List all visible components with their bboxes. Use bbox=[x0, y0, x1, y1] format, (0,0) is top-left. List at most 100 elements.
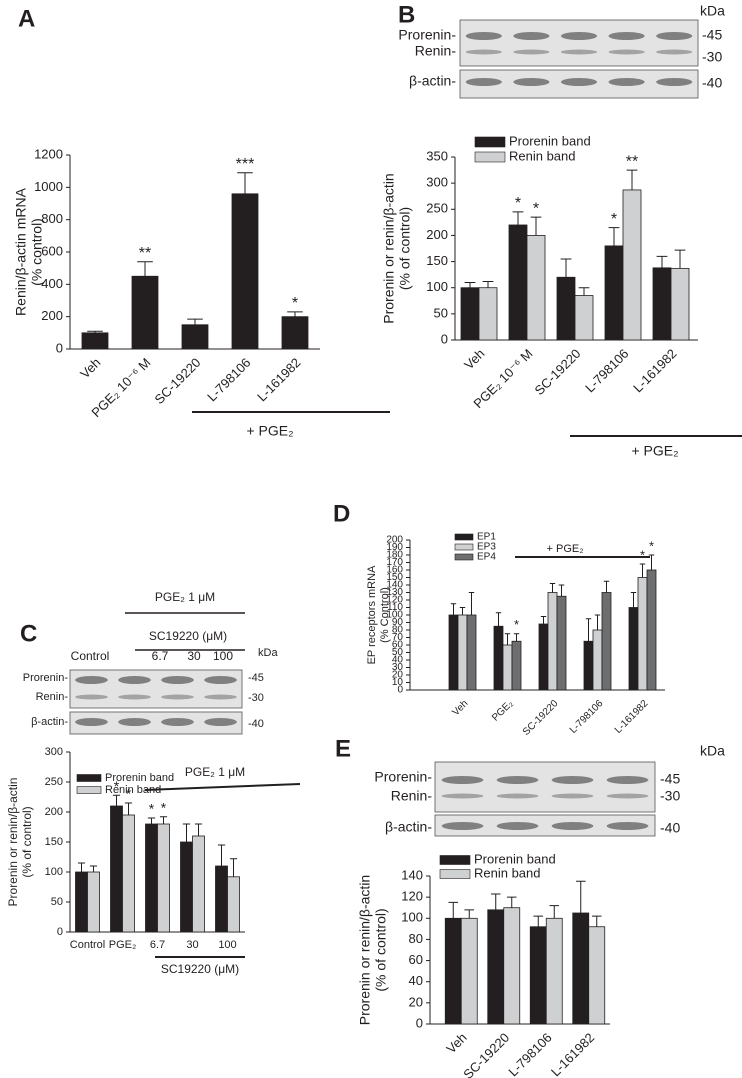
significance-label: * bbox=[514, 617, 519, 632]
bar bbox=[508, 224, 528, 341]
bar bbox=[502, 644, 513, 691]
blot-band bbox=[513, 78, 550, 86]
blot-header: SC19220 (μM) bbox=[149, 629, 227, 643]
blot-row-label: Prorenin- bbox=[398, 27, 456, 43]
significance-label: * bbox=[611, 211, 617, 228]
error-bar bbox=[560, 258, 572, 278]
error-bar bbox=[575, 880, 586, 913]
y-tick-label: 0 bbox=[397, 685, 403, 696]
error-bar bbox=[229, 858, 238, 877]
kda-marker: -40 bbox=[660, 820, 680, 836]
blot-band bbox=[441, 776, 484, 784]
panel-letter: C bbox=[20, 620, 37, 647]
y-tick-label: 600 bbox=[41, 243, 63, 258]
y-tick-label: 30 bbox=[392, 662, 404, 673]
bar bbox=[444, 917, 462, 1025]
y-tick-label: 50 bbox=[392, 647, 404, 658]
legend-label: Renin band bbox=[474, 865, 541, 880]
lane-label: 30 bbox=[187, 649, 201, 663]
bar bbox=[547, 592, 558, 691]
error-bar bbox=[585, 618, 592, 642]
blot-band bbox=[161, 676, 194, 684]
blot-band bbox=[204, 676, 237, 684]
significance-label: ** bbox=[626, 153, 638, 170]
legend-label: Renin band bbox=[105, 784, 161, 796]
bar bbox=[637, 577, 648, 691]
bar bbox=[622, 189, 642, 341]
y-tick-label: 50 bbox=[434, 305, 448, 320]
bar bbox=[448, 614, 459, 691]
blot-row-label: β-actin- bbox=[385, 819, 432, 835]
bar bbox=[215, 865, 228, 933]
error-bar bbox=[549, 905, 560, 919]
y-tick-label: 100 bbox=[401, 910, 423, 925]
legend-swatch bbox=[454, 533, 474, 541]
x-tick-label: Veh bbox=[443, 1030, 469, 1056]
annotation: + PGE₂ bbox=[547, 543, 584, 555]
significance-label: * bbox=[149, 801, 155, 817]
y-tick-label: 200 bbox=[45, 806, 63, 818]
y-axis-label: (% of control) bbox=[20, 806, 34, 877]
y-tick-label: 200 bbox=[426, 227, 448, 242]
bar bbox=[583, 640, 594, 691]
blot-band bbox=[551, 776, 594, 784]
error-bar bbox=[504, 633, 511, 645]
y-tick-label: 150 bbox=[426, 253, 448, 268]
y-axis-label: EP receptors mRNA bbox=[366, 565, 378, 664]
error-bar bbox=[194, 823, 203, 836]
legend-swatch bbox=[76, 774, 102, 782]
annotation: + PGE₂ bbox=[631, 443, 678, 459]
blot-image bbox=[434, 814, 656, 837]
kda-marker: -45 bbox=[248, 672, 264, 684]
error-bar bbox=[513, 633, 520, 642]
bar bbox=[227, 876, 240, 933]
legend-label: Prorenin band bbox=[509, 133, 591, 148]
y-tick-label: 150 bbox=[45, 836, 63, 848]
y-tick-label: 0 bbox=[416, 1015, 423, 1030]
blot-band bbox=[465, 78, 502, 86]
y-axis-label: Renin/β-actin mRNA bbox=[13, 187, 29, 316]
x-tick-label: L-161982 bbox=[630, 346, 679, 395]
y-axis-label: (% control) bbox=[29, 218, 45, 286]
blot-row-label: β-actin- bbox=[31, 716, 68, 728]
x-tick-label: PGE₂ bbox=[490, 698, 516, 724]
legend-label: Prorenin band bbox=[474, 851, 556, 866]
y-tick-label: 300 bbox=[426, 175, 448, 190]
x-tick-label: SC-19220 bbox=[460, 1030, 512, 1078]
error-bar bbox=[656, 255, 668, 268]
y-axis-label: (% Control) bbox=[379, 587, 391, 643]
blot-band bbox=[161, 718, 194, 726]
y-tick-label: 80 bbox=[409, 931, 423, 946]
panel-letter: D bbox=[333, 500, 350, 527]
bar bbox=[588, 926, 606, 1025]
blot-band bbox=[656, 49, 693, 55]
kda-label: kDa bbox=[258, 647, 278, 659]
y-tick-label: 10 bbox=[392, 677, 404, 688]
error-bar bbox=[490, 893, 501, 910]
panel-letter: B bbox=[398, 1, 415, 28]
y-tick-label: 300 bbox=[45, 746, 63, 758]
y-tick-label: 80 bbox=[392, 625, 404, 636]
blot-band bbox=[496, 793, 539, 799]
y-tick-label: 1200 bbox=[34, 146, 63, 161]
error-bar bbox=[287, 311, 303, 317]
y-tick-label: 190 bbox=[386, 542, 403, 553]
blot-band bbox=[118, 718, 151, 726]
blot-band bbox=[75, 676, 108, 684]
y-tick-label: 800 bbox=[41, 211, 63, 226]
bar bbox=[604, 245, 624, 341]
x-tick-label: Veh bbox=[451, 698, 471, 718]
bar bbox=[192, 835, 205, 933]
legend-swatch bbox=[454, 543, 474, 551]
y-tick-label: 250 bbox=[426, 201, 448, 216]
x-tick-label: L-798106 bbox=[505, 1030, 554, 1078]
y-axis-label: Prorenin or renin/β-actin bbox=[6, 778, 20, 907]
legend-label: Prorenin band bbox=[105, 772, 174, 784]
bar bbox=[87, 871, 100, 933]
bar bbox=[503, 907, 521, 1025]
blot-row-label: Renin- bbox=[415, 43, 457, 59]
y-tick-label: 100 bbox=[426, 279, 448, 294]
kda-marker: -30 bbox=[248, 692, 264, 704]
y-tick-label: 100 bbox=[45, 866, 63, 878]
